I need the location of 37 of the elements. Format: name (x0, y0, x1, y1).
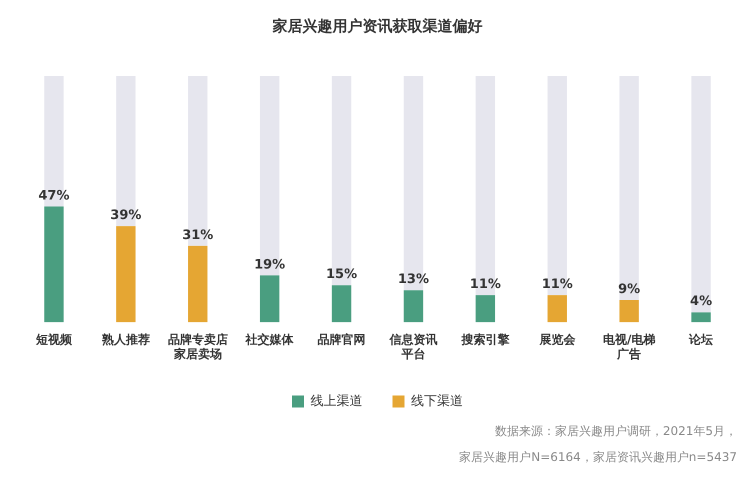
bar (116, 226, 136, 322)
x-tick-label: 熟人推荐 (100, 332, 150, 347)
legend-label: 线上渠道 (310, 394, 362, 409)
text: 家居兴趣用户N=6164，家居资讯兴趣用户n=5437 (458, 449, 737, 466)
source-note: 数据来源：家居兴趣用户调研，2021年5月， (494, 423, 737, 440)
bar (476, 295, 496, 322)
data-label: 4% (690, 294, 712, 310)
data-label: 19% (254, 257, 286, 272)
bar (44, 206, 64, 322)
bar (691, 312, 711, 322)
bar (260, 275, 280, 322)
x-tick-label: 电视/电梯广告 (602, 332, 656, 361)
data-label: 39% (110, 208, 142, 224)
legend-label: 线下渠道 (411, 394, 463, 409)
x-tick-label: 论坛 (688, 332, 714, 347)
data-label: 47% (38, 188, 70, 204)
data-label: 9% (618, 282, 640, 297)
x-tick-label: 品牌官网 (318, 332, 366, 347)
bar (619, 300, 639, 322)
x-tick-label: 短视频 (34, 332, 73, 347)
x-tick-label: 展览会 (538, 332, 576, 347)
bar (691, 76, 711, 312)
bar (188, 246, 208, 322)
x-tick-label: 品牌专卖店家居卖场 (168, 332, 228, 361)
bar (404, 290, 424, 322)
data-label: 15% (326, 267, 358, 282)
bar (619, 76, 639, 300)
x-tick-label: 信息资讯平台 (388, 332, 438, 361)
bar (548, 295, 567, 322)
data-label: 11% (542, 276, 573, 292)
data-label: 31% (182, 228, 214, 243)
data-label: 11% (470, 276, 501, 292)
bar (332, 285, 352, 322)
x-tick-label: 社交媒体 (244, 332, 295, 347)
data-label: 13% (398, 272, 430, 288)
chart-title: 家居兴趣用户资讯获取渠道偏好 (272, 16, 482, 35)
x-tick-label: 搜索引擎 (460, 332, 510, 347)
